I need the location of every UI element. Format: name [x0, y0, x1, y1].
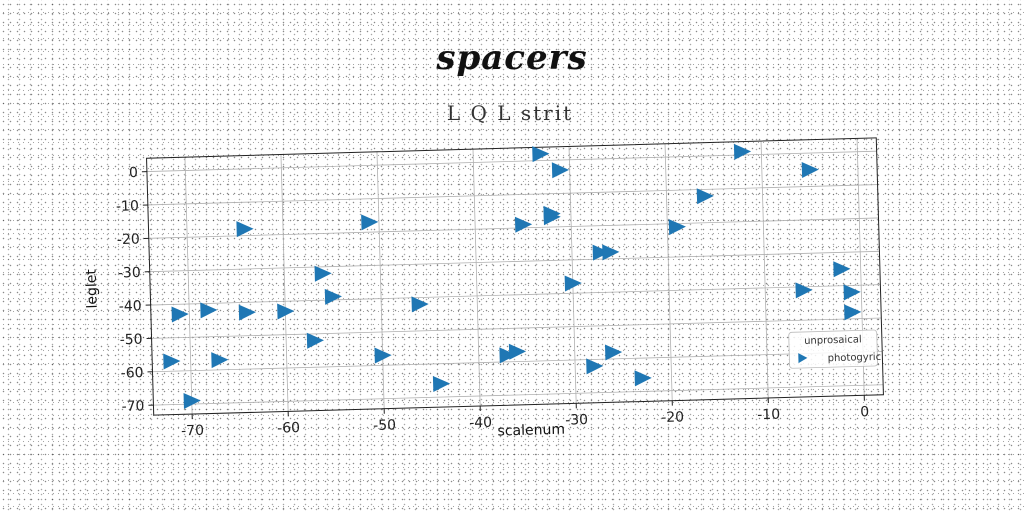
y-tick-label: -50	[120, 332, 143, 349]
data-point	[844, 304, 861, 320]
x-tick-label: -50	[373, 417, 396, 434]
legend-entry: photogyric	[828, 352, 882, 364]
x-tick-label: -40	[469, 415, 492, 432]
y-tick-label: 0	[129, 165, 138, 181]
data-point	[669, 219, 686, 235]
data-point	[239, 304, 256, 320]
x-gridline	[377, 152, 384, 409]
data-point	[163, 353, 180, 369]
y-gridline	[148, 185, 878, 205]
data-point	[532, 146, 549, 162]
x-tick-label: -60	[277, 420, 300, 437]
ticks: -70 -60 -50 -40 -30 -20 -10 0 0 -10 -20 -30 -40 -50 -6…	[115, 145, 870, 441]
data-point	[361, 214, 378, 230]
data-point	[802, 162, 819, 178]
data-point	[635, 370, 652, 386]
data-point	[515, 216, 532, 232]
x-gridline	[281, 154, 288, 411]
data-point	[605, 344, 622, 360]
chart-title: L Q L strit	[447, 101, 573, 125]
y-tick-label: -30	[118, 265, 141, 282]
y-tick-label: -40	[119, 298, 142, 315]
x-gridline	[185, 157, 192, 414]
y-axis-label: leglet	[84, 268, 101, 308]
data-point	[697, 188, 714, 204]
data-point	[602, 244, 619, 260]
y-tick-label: -60	[120, 365, 143, 382]
data-point	[509, 343, 526, 359]
data-point	[844, 284, 861, 300]
data-point	[734, 143, 751, 159]
grid	[147, 138, 884, 415]
x-tick-label: -10	[757, 407, 780, 424]
x-tick-label: -70	[181, 423, 204, 440]
data-point	[586, 358, 603, 374]
data-point	[325, 288, 342, 304]
x-tick-label: 0	[860, 404, 869, 420]
x-gridline	[569, 146, 576, 403]
x-gridline	[761, 141, 768, 398]
data-point	[795, 282, 812, 298]
legend-title: unprosaical	[804, 334, 862, 347]
data-point	[315, 265, 332, 281]
plot-area: -70 -60 -50 -40 -30 -20 -10 0 0 -10 -20 -30 -40 -50 -6…	[81, 137, 885, 451]
x-gridline	[473, 149, 480, 406]
y-gridline	[149, 218, 879, 238]
data-point	[307, 332, 324, 348]
legend: unprosaical photogyric	[789, 330, 882, 369]
y-tick-label: -20	[117, 232, 140, 249]
x-tick-label: -20	[661, 409, 684, 426]
data-point	[211, 352, 228, 368]
y-tick-label: -10	[116, 198, 139, 215]
y-gridline	[151, 285, 881, 305]
y-gridline	[153, 385, 883, 405]
x-gridline	[665, 144, 672, 401]
y-tick-label: -70	[121, 398, 144, 415]
data-point	[236, 221, 253, 237]
y-gridline	[147, 151, 877, 171]
x-axis-label: scalenum	[497, 422, 565, 440]
y-gridline	[150, 251, 880, 271]
data-point	[433, 375, 450, 391]
data-point	[833, 261, 850, 277]
plot-frame	[147, 138, 884, 415]
data-point	[411, 296, 428, 312]
data-point	[200, 302, 217, 318]
data-point	[552, 162, 569, 178]
x-tick-label: -30	[565, 412, 588, 429]
data-point	[172, 306, 189, 322]
y-gridline	[152, 318, 882, 338]
